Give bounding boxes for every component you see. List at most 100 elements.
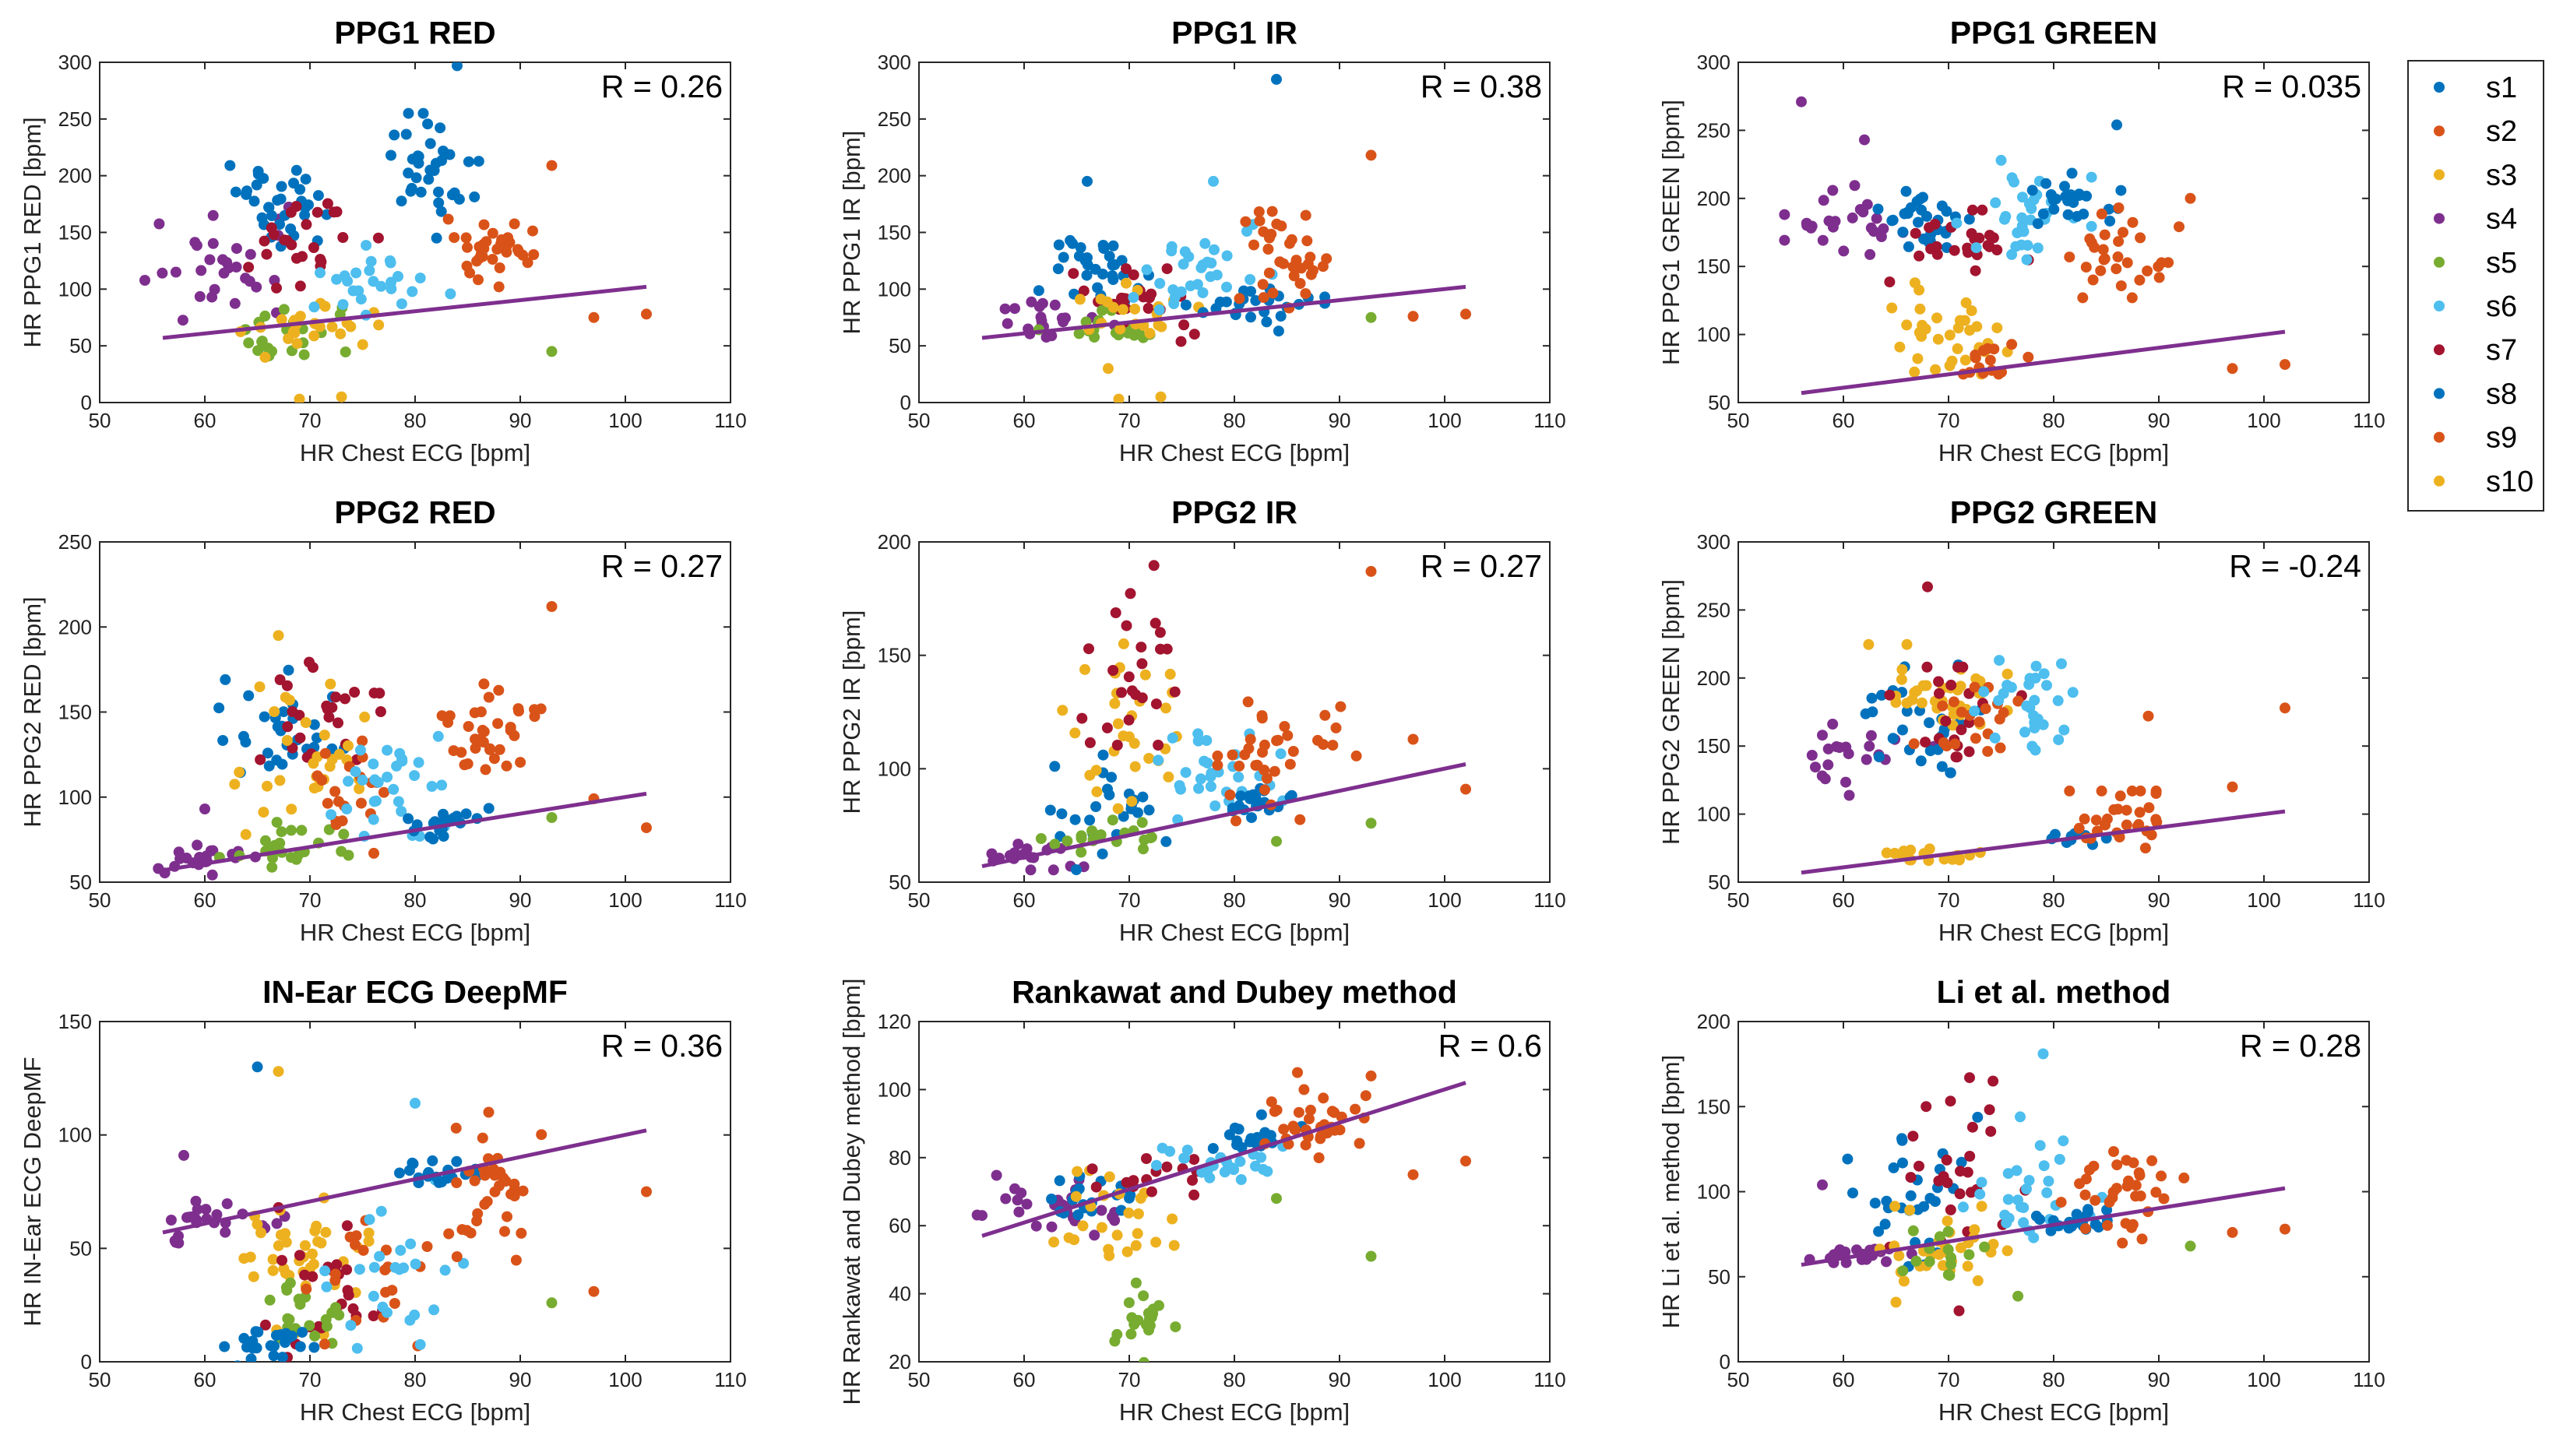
point-s8: [435, 206, 447, 217]
point-s3: [1944, 360, 1956, 371]
x-tick-label: 60: [194, 888, 217, 912]
point-s6: [2067, 687, 2079, 698]
point-s2: [462, 758, 474, 769]
point-s1: [245, 1353, 257, 1362]
point-s6: [436, 779, 448, 791]
point-s6: [361, 240, 372, 251]
point-s1: [224, 160, 236, 171]
point-s9: [451, 1251, 463, 1262]
point-s9: [1248, 239, 1259, 251]
point-s6: [2086, 220, 2097, 232]
y-axis-label: HR PPG1 IR [bpm]: [838, 131, 865, 335]
point-s5: [296, 825, 308, 836]
point-s6: [354, 1264, 365, 1275]
point-s8: [400, 128, 412, 140]
point-s7: [1161, 1161, 1173, 1173]
point-s9: [1271, 218, 1283, 230]
x-tick-label: 50: [908, 409, 931, 432]
point-s1: [283, 664, 294, 676]
point-s3: [1126, 796, 1138, 807]
x-tick-label: 110: [1533, 1368, 1565, 1391]
legend-marker: [2434, 301, 2445, 311]
point-s7: [1922, 581, 1933, 593]
point-s6: [2056, 658, 2067, 670]
point-s3: [1156, 321, 1167, 332]
point-s7: [1178, 319, 1190, 331]
point-s7: [1121, 1176, 1132, 1188]
point-s8: [2090, 1219, 2101, 1230]
point-s9: [1253, 206, 1265, 217]
point-s9: [2120, 1218, 2132, 1229]
point-s2: [2126, 292, 2138, 304]
point-s7: [1940, 716, 1952, 727]
point-s6: [1995, 154, 2007, 166]
point-s1: [1911, 195, 1923, 207]
data-layer: [1801, 581, 2290, 875]
legend-entry-s9: s9: [2434, 422, 2517, 455]
point-s1: [1918, 1201, 1930, 1212]
point-s1: [1097, 848, 1108, 860]
point-s9: [1322, 1127, 1333, 1139]
point-s6: [1206, 257, 1217, 269]
point-s4: [192, 839, 203, 851]
point-s7: [1987, 1075, 1999, 1087]
regression-line: [162, 791, 647, 873]
point-s5: [1963, 1249, 1975, 1261]
point-s9: [442, 213, 454, 225]
point-s3: [343, 740, 354, 751]
correlation-label: R = 0.27: [1421, 548, 1542, 584]
legend-label: s1: [2486, 72, 2517, 104]
point-s1: [2111, 119, 2122, 131]
point-s3: [1118, 638, 1129, 649]
point-s8: [422, 118, 434, 130]
point-s4: [1025, 864, 1037, 876]
point-s9: [502, 232, 514, 244]
point-s1: [259, 711, 270, 723]
point-s9: [1970, 349, 1981, 360]
x-tick-label: 60: [1013, 409, 1036, 432]
legend-marker: [2434, 213, 2445, 224]
point-s5: [1049, 839, 1061, 850]
point-s6: [341, 804, 353, 814]
point-s3: [1970, 673, 1982, 684]
point-s6: [1275, 748, 1287, 760]
point-s3: [283, 333, 294, 344]
point-s3: [1121, 277, 1132, 289]
point-s5: [281, 1285, 293, 1296]
point-s6: [364, 1214, 375, 1226]
point-s9: [501, 241, 512, 252]
point-s7: [1123, 671, 1135, 683]
point-s8: [1246, 812, 1257, 824]
point-s9: [1259, 784, 1270, 796]
point-s9: [1290, 1124, 1301, 1136]
point-s3: [276, 314, 287, 325]
point-s6: [377, 1301, 389, 1313]
point-s1: [1897, 724, 1908, 736]
point-s1: [283, 1332, 294, 1344]
point-s3: [1955, 681, 1966, 692]
point-s5: [304, 1320, 315, 1331]
point-s7: [294, 709, 305, 721]
y-tick-label: 100: [1697, 1180, 1730, 1204]
point-s9: [1305, 269, 1317, 280]
point-s3: [1912, 353, 1924, 364]
point-s3: [255, 1227, 266, 1239]
point-s5: [283, 1314, 295, 1325]
point-s9: [1266, 1096, 1277, 1108]
point-s2: [2099, 253, 2111, 265]
y-tick-label: 20: [889, 1350, 911, 1373]
point-s6: [410, 1258, 421, 1270]
x-tick-label: 110: [714, 888, 746, 912]
point-s9: [1460, 1155, 1471, 1167]
point-s9: [2111, 1183, 2122, 1194]
y-tick-label: 0: [1720, 1350, 1730, 1373]
point-s3: [1070, 1190, 1082, 1202]
point-s2: [2113, 236, 2125, 248]
point-s9: [1300, 209, 1311, 221]
point-s1: [1936, 200, 1948, 212]
point-s8: [403, 167, 414, 179]
x-tick-label: 50: [89, 409, 111, 432]
point-s4: [1012, 839, 1024, 850]
x-tick-label: 100: [608, 888, 642, 912]
point-s4: [991, 1169, 1002, 1181]
